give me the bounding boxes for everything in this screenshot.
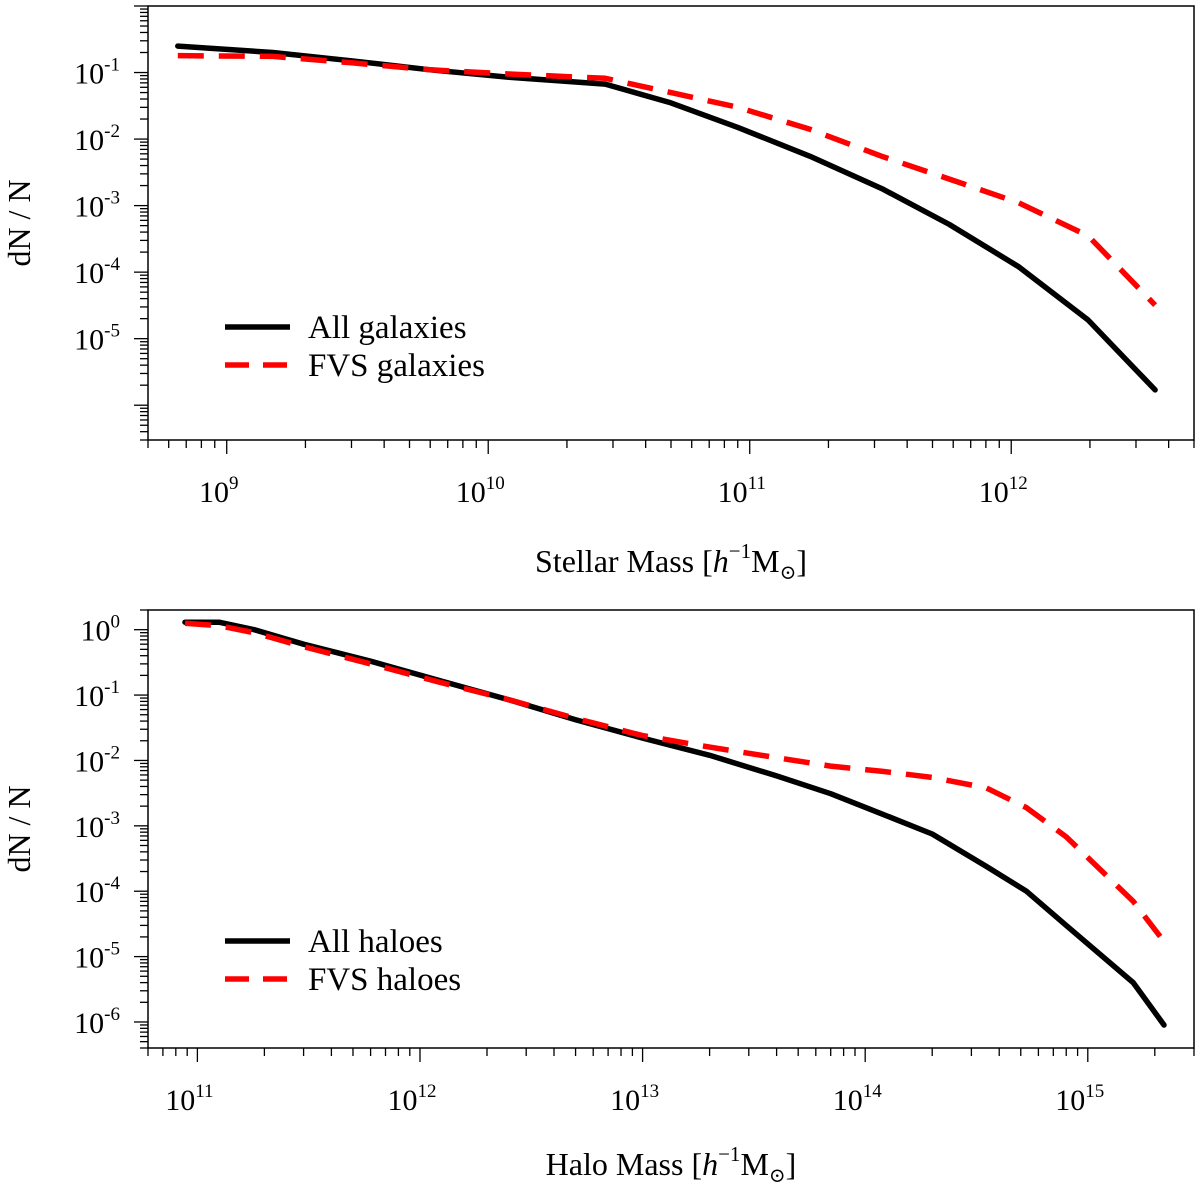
y-tick-exponent: -1 [104,55,120,76]
x-tick-label: 1012 [387,1081,436,1117]
y-tick-label: 10-2 [74,121,120,157]
y-tick-label: 10-3 [74,808,120,844]
x-tick-exponent: 13 [640,1081,659,1102]
x-axis-label-h: h [702,1146,718,1182]
x-tick-base: 10 [199,476,229,509]
x-axis-label-prefix: Stellar Mass [ [535,543,713,579]
x-axis-label-exponent: −1 [718,1142,740,1166]
legend-label-text: FVS galaxies [308,348,485,384]
x-tick-exponent: 10 [486,473,505,494]
y-tick-exponent: -6 [104,1004,120,1025]
y-tick-base: 10 [74,191,104,224]
y-tick-label: 10-3 [74,188,120,224]
y-tick-label: 10-5 [74,939,120,975]
y-tick-base: 10 [74,1007,104,1040]
y-tick-exponent: -3 [104,808,120,829]
y-tick-label: 10-1 [74,55,120,91]
y-tick-label: 10-2 [74,742,120,778]
y-tick-base: 10 [74,58,104,91]
y-tick-base: 10 [81,615,111,648]
y-tick-base: 10 [74,942,104,975]
y-tick-exponent: 0 [111,612,121,633]
x-tick-base: 10 [718,476,748,509]
x-axis-label-suffix: ] [796,543,807,579]
y-tick-exponent: -5 [104,939,120,960]
x-tick-label: 1010 [456,473,505,509]
x-axis-label-sun-symbol: ⊙ [769,1165,786,1187]
legend-label-text: All haloes [308,924,443,960]
y-axis-label: dN / N [1,785,37,872]
legend-label-text: FVS haloes [308,962,461,998]
legend-label: FVS haloes [308,962,461,998]
chart-panel-2: 1011 1012 1013 1014 101510-610-510-410-310-2… [1,609,1195,1187]
y-tick-base: 10 [74,811,104,844]
y-tick-label: 100 [81,612,121,648]
x-tick-base: 10 [456,476,486,509]
legend-label-text: All galaxies [308,310,467,346]
x-tick-exponent: 12 [417,1081,436,1102]
x-tick-label: 1015 [1055,1081,1104,1117]
x-axis-label-h: h [713,543,729,579]
y-tick-exponent: -4 [104,873,120,894]
y-tick-exponent: -1 [104,677,120,698]
x-axis-label-sun-symbol: ⊙ [780,562,797,584]
x-tick-base: 10 [979,476,1009,509]
x-axis-label-unit: M [751,543,779,579]
x-tick-exponent: 12 [1009,473,1028,494]
y-tick-exponent: -3 [104,188,120,209]
y-tick-exponent: -5 [104,321,120,342]
y-tick-base: 10 [74,257,104,290]
series-line-all [182,619,1167,1028]
x-tick-exponent: 11 [748,473,766,494]
y-tick-base: 10 [74,324,104,357]
x-axis-label-prefix: Halo Mass [ [546,1146,702,1182]
y-tick-label: 10-4 [74,254,120,290]
x-axis-label-suffix: ] [786,1146,797,1182]
x-axis-label: Stellar Mass [h−1M⊙] [535,539,807,584]
y-axis-label-text: dN / N [1,179,37,266]
y-tick-label: 10-4 [74,873,120,909]
y-tick-base: 10 [74,745,104,778]
x-tick-exponent: 11 [195,1081,213,1102]
x-tick-base: 10 [387,1084,417,1117]
y-tick-label: 10-5 [74,321,120,357]
x-tick-base: 10 [1055,1084,1085,1117]
y-tick-base: 10 [74,124,104,157]
legend-label: All haloes [308,924,443,960]
x-tick-exponent: 15 [1085,1081,1104,1102]
y-tick-base: 10 [74,876,104,909]
x-tick-exponent: 14 [863,1081,883,1102]
y-tick-exponent: -2 [104,121,120,142]
y-tick-exponent: -2 [104,742,120,763]
x-axis-label-exponent: −1 [729,539,751,563]
x-tick-label: 109 [199,473,239,509]
x-axis-label: Halo Mass [h−1M⊙] [546,1142,797,1187]
series-line-fvs [184,620,1167,944]
x-tick-base: 10 [610,1084,640,1117]
y-axis-label-text: dN / N [1,785,37,872]
x-tick-label: 1012 [979,473,1028,509]
x-tick-exponent: 9 [229,473,239,494]
y-tick-base: 10 [74,680,104,713]
legend-label: FVS galaxies [308,348,485,384]
legend-label: All galaxies [308,310,467,346]
x-tick-base: 10 [165,1084,195,1117]
y-tick-label: 10-6 [74,1004,120,1040]
series-line-fvs [177,52,1158,308]
x-tick-label: 1013 [610,1081,659,1117]
x-tick-base: 10 [833,1084,863,1117]
x-tick-label: 1011 [165,1081,213,1117]
y-tick-label: 10-1 [74,677,120,713]
x-tick-label: 1014 [833,1081,883,1117]
y-axis-label: dN / N [1,179,37,266]
x-axis-label-unit: M [740,1146,768,1182]
x-tick-label: 1011 [718,473,766,509]
y-tick-exponent: -4 [104,254,120,275]
